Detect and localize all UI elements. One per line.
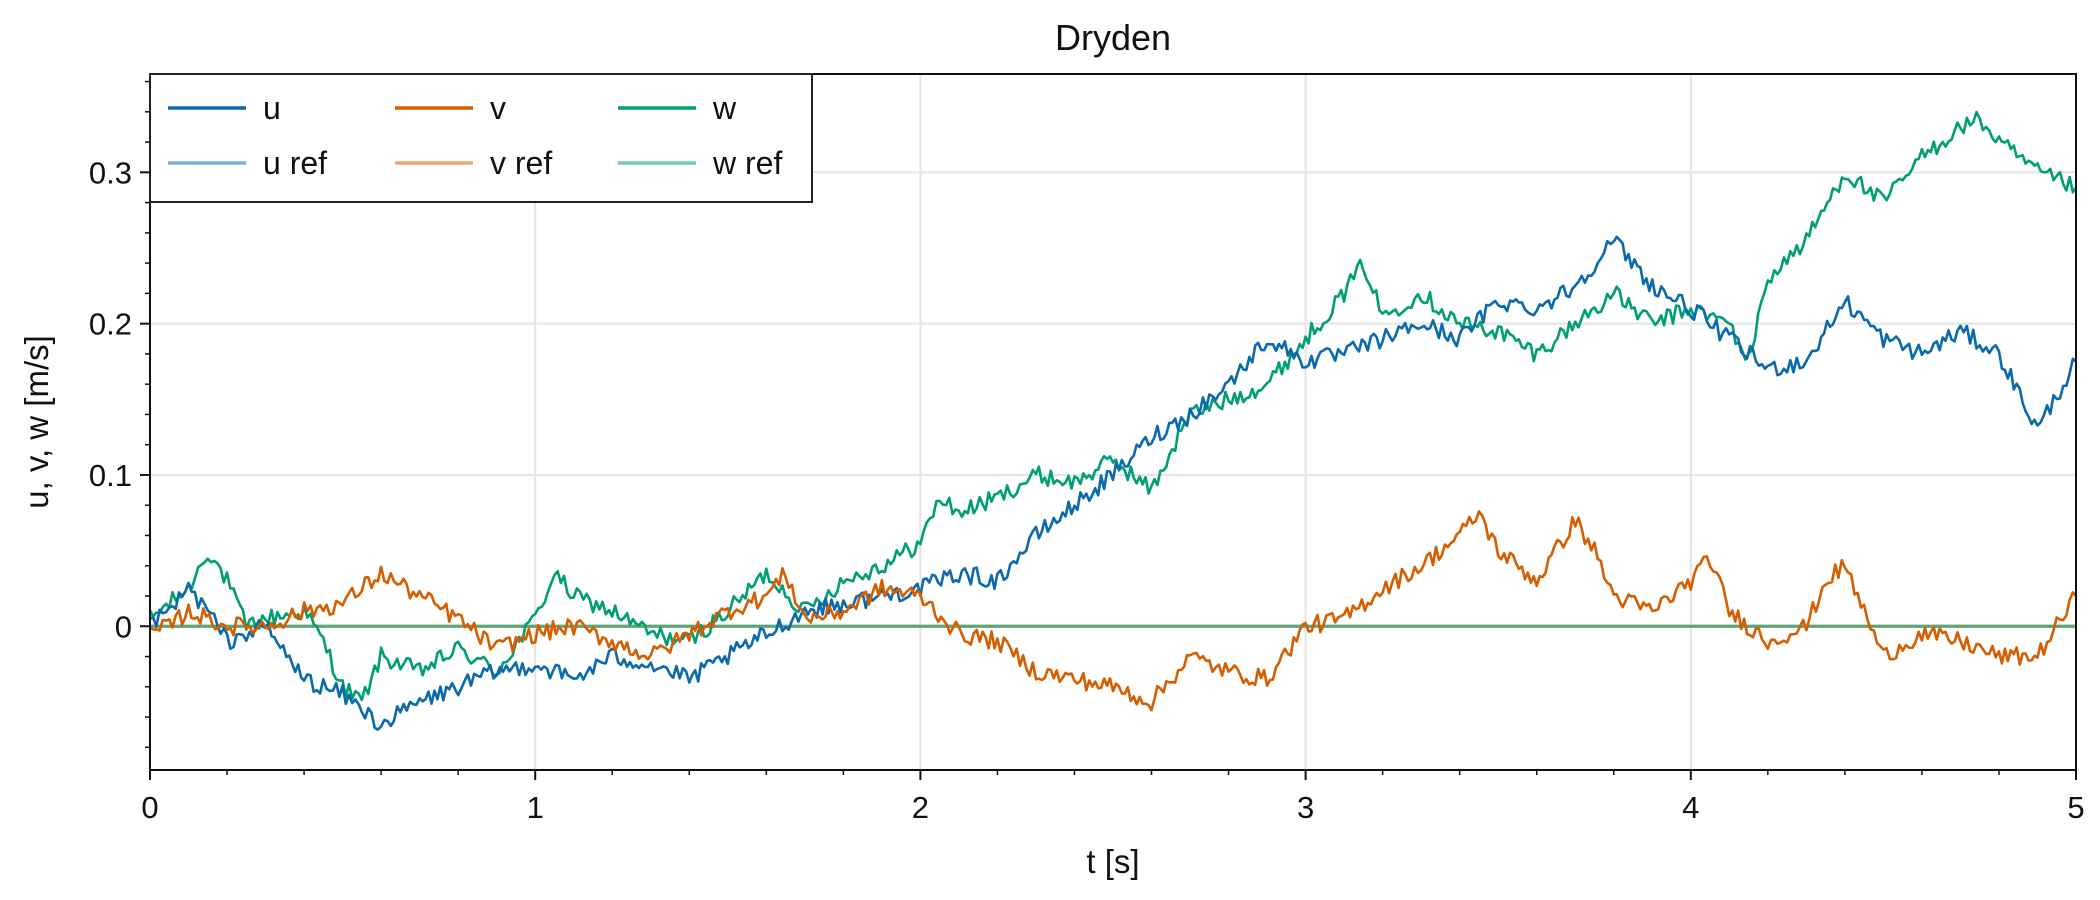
x-axis-label: t [s] xyxy=(1086,843,1139,880)
x-tick-label: 2 xyxy=(912,790,929,825)
legend: u v w u ref v ref w ref xyxy=(149,73,813,203)
y-tick-label: 0.2 xyxy=(89,307,132,342)
series-line-v xyxy=(149,510,2077,712)
x-tick-label: 0 xyxy=(141,790,158,825)
x-tick-label: 1 xyxy=(527,790,544,825)
series-line-u xyxy=(149,235,2077,731)
x-tick-label: 4 xyxy=(1682,790,1699,825)
y-tick-label: 0.1 xyxy=(89,458,132,493)
y-tick-label: 0.3 xyxy=(89,155,132,190)
x-tick-label: 3 xyxy=(1297,790,1314,825)
series-lines xyxy=(148,110,2078,731)
plot-frame xyxy=(149,73,2077,771)
legend-box xyxy=(149,73,813,203)
legend-label: v ref xyxy=(490,145,552,181)
x-tick-label: 5 xyxy=(2067,790,2084,825)
legend-label: w ref xyxy=(712,145,782,181)
legend-label: u ref xyxy=(263,145,327,181)
legend-label: v xyxy=(490,90,506,126)
y-axis-label: u, v, w [m/s] xyxy=(18,335,55,509)
legend-label: w xyxy=(712,90,737,126)
legend-label: u xyxy=(263,90,281,126)
axis-ticks: 0 1 2 3 4 5 0 0.1 0.2 0.3 xyxy=(89,80,2085,825)
y-tick-label: 0 xyxy=(115,609,132,644)
chart-title: Dryden xyxy=(1055,17,1171,58)
